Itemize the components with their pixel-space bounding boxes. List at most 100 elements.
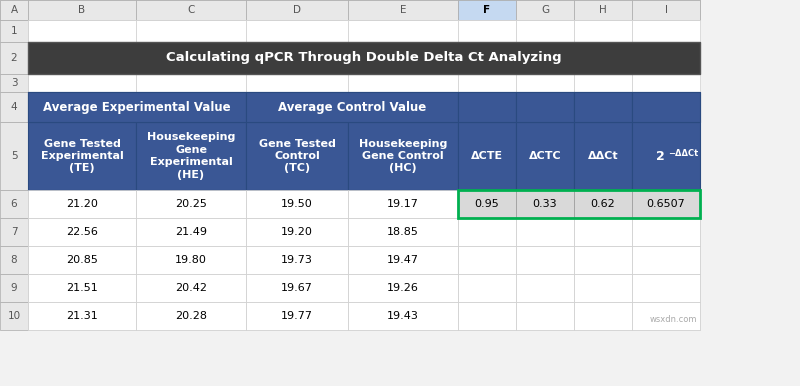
Bar — [632, 218, 700, 246]
Bar — [516, 246, 574, 274]
Bar — [516, 20, 574, 42]
Text: H: H — [599, 5, 607, 15]
Bar — [246, 92, 348, 122]
Text: Average Control Value: Average Control Value — [278, 100, 426, 113]
Bar — [458, 92, 516, 122]
Bar — [136, 190, 246, 218]
Bar — [246, 302, 348, 330]
Bar — [136, 274, 246, 302]
Bar — [246, 0, 348, 20]
Bar — [574, 122, 632, 190]
Bar — [574, 42, 632, 74]
Bar — [516, 122, 574, 190]
Bar — [28, 92, 246, 122]
Text: 19.77: 19.77 — [281, 311, 313, 321]
Bar — [458, 0, 516, 20]
Text: Average Experimental Value: Average Experimental Value — [43, 100, 231, 113]
Text: 19.50: 19.50 — [281, 199, 313, 209]
Bar — [136, 74, 246, 92]
Text: 21.31: 21.31 — [66, 311, 98, 321]
Bar — [516, 0, 574, 20]
Text: 19.47: 19.47 — [387, 255, 419, 265]
Text: 8: 8 — [10, 255, 18, 265]
Bar — [632, 0, 700, 20]
Bar — [136, 218, 246, 246]
Bar — [516, 122, 574, 190]
Bar — [0, 0, 700, 20]
Bar — [246, 302, 348, 330]
Bar — [0, 0, 28, 20]
Bar — [458, 74, 516, 92]
Text: 21.49: 21.49 — [175, 227, 207, 237]
Bar — [348, 218, 458, 246]
Bar — [516, 42, 574, 74]
Text: 20.28: 20.28 — [175, 311, 207, 321]
Bar — [28, 302, 136, 330]
Bar — [574, 302, 632, 330]
Bar — [246, 92, 348, 122]
Bar — [348, 218, 458, 246]
Bar — [632, 92, 700, 122]
Bar — [0, 274, 28, 302]
Bar — [458, 218, 516, 246]
Bar — [246, 246, 348, 274]
Bar — [458, 274, 516, 302]
Bar — [246, 74, 348, 92]
Bar — [246, 20, 348, 42]
Bar — [28, 302, 136, 330]
Bar — [136, 122, 246, 190]
Bar — [632, 122, 700, 190]
Bar — [458, 92, 516, 122]
Bar — [246, 42, 348, 74]
Bar — [28, 190, 136, 218]
Bar — [458, 190, 516, 218]
Bar — [574, 246, 632, 274]
Bar — [574, 190, 632, 218]
Text: 20.25: 20.25 — [175, 199, 207, 209]
Bar — [28, 122, 136, 190]
Bar — [348, 302, 458, 330]
Text: 3: 3 — [10, 78, 18, 88]
Bar — [28, 218, 136, 246]
Bar — [348, 246, 458, 274]
Bar — [348, 302, 458, 330]
Bar — [574, 92, 632, 122]
Text: 0.62: 0.62 — [590, 199, 615, 209]
Text: 0.33: 0.33 — [533, 199, 558, 209]
Bar — [0, 302, 28, 330]
Bar — [348, 190, 458, 218]
Bar — [348, 122, 458, 190]
Bar — [246, 274, 348, 302]
Bar — [28, 218, 136, 246]
Text: 19.73: 19.73 — [281, 255, 313, 265]
Text: ΔCTE: ΔCTE — [471, 151, 503, 161]
Bar — [28, 190, 136, 218]
Bar — [574, 218, 632, 246]
Bar — [136, 246, 246, 274]
Bar — [516, 274, 574, 302]
Bar — [574, 92, 632, 122]
Bar — [0, 42, 28, 74]
Bar — [574, 92, 632, 122]
Text: E: E — [400, 5, 406, 15]
Bar — [458, 274, 516, 302]
Bar — [136, 122, 246, 190]
Text: 9: 9 — [10, 283, 18, 293]
Text: 19.26: 19.26 — [387, 283, 419, 293]
Bar — [574, 74, 632, 92]
Text: Housekeeping
Gene
Experimental
(HE): Housekeeping Gene Experimental (HE) — [147, 132, 235, 179]
Bar — [0, 190, 28, 218]
Text: Gene Tested
Control
(TC): Gene Tested Control (TC) — [258, 139, 335, 173]
Bar — [458, 218, 516, 246]
Bar — [348, 74, 458, 92]
Bar — [28, 246, 136, 274]
Text: 19.17: 19.17 — [387, 199, 419, 209]
Bar — [574, 0, 632, 20]
Bar — [28, 92, 136, 122]
Bar — [0, 92, 28, 122]
Bar — [458, 122, 516, 190]
Text: 10: 10 — [7, 311, 21, 321]
Bar — [348, 274, 458, 302]
Text: 21.51: 21.51 — [66, 283, 98, 293]
Text: 1: 1 — [10, 26, 18, 36]
